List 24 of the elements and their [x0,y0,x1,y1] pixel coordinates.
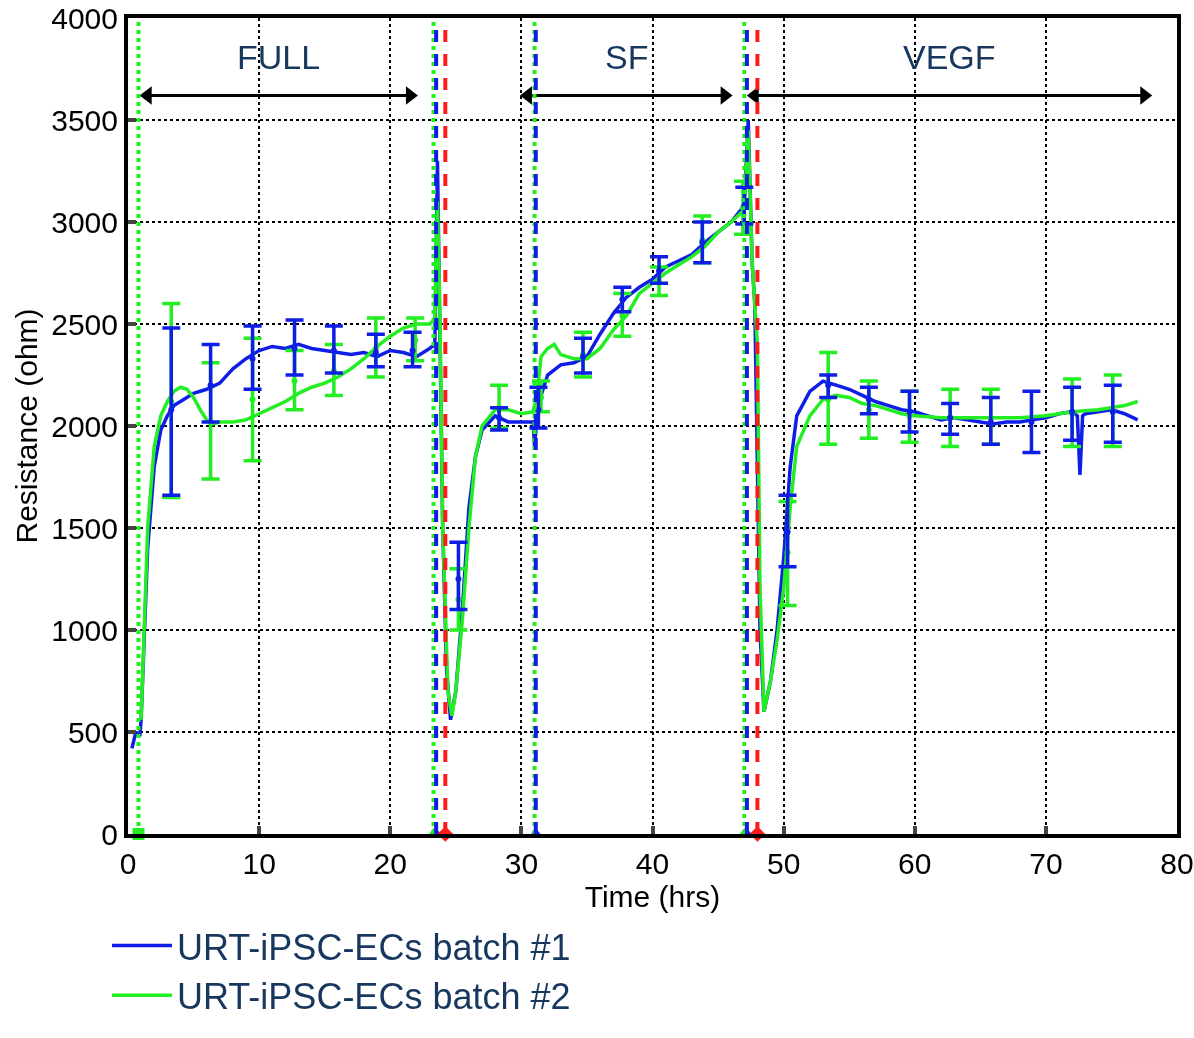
x-axis-title: Time (hrs) [584,880,721,913]
x-tick-label: 80 [1160,847,1194,880]
y-tick-label: 0 [101,817,118,851]
y-tick-label: 2500 [51,307,118,341]
y-tick-label: 3000 [51,205,118,239]
y-tick-label: 3500 [51,103,118,137]
y-tick-label: 4000 [51,1,118,35]
x-tick-label: 70 [1029,847,1063,880]
x-tick-label: 40 [635,847,670,880]
legend-label: URT-iPSC-ECs batch #2 [177,976,571,1018]
x-tick-label: 50 [766,847,801,880]
annotation: SF [605,38,649,76]
x-tick-label: 60 [898,847,932,880]
legend-label: URT-iPSC-ECs batch #1 [177,926,571,968]
y-tick-label: 1500 [51,511,118,545]
y-axis-title: Resistance (ohm) [9,308,43,544]
x-tick-label: 10 [242,847,276,880]
y-tick-label: 2000 [51,409,118,443]
y-tick-label: 1000 [51,613,118,647]
y-tick-label: 500 [67,715,118,749]
x-tick-label: 20 [373,847,407,880]
x-tick-label: 30 [504,847,539,880]
annotation: FULL [237,38,321,76]
annotation: VEGF [903,38,996,76]
